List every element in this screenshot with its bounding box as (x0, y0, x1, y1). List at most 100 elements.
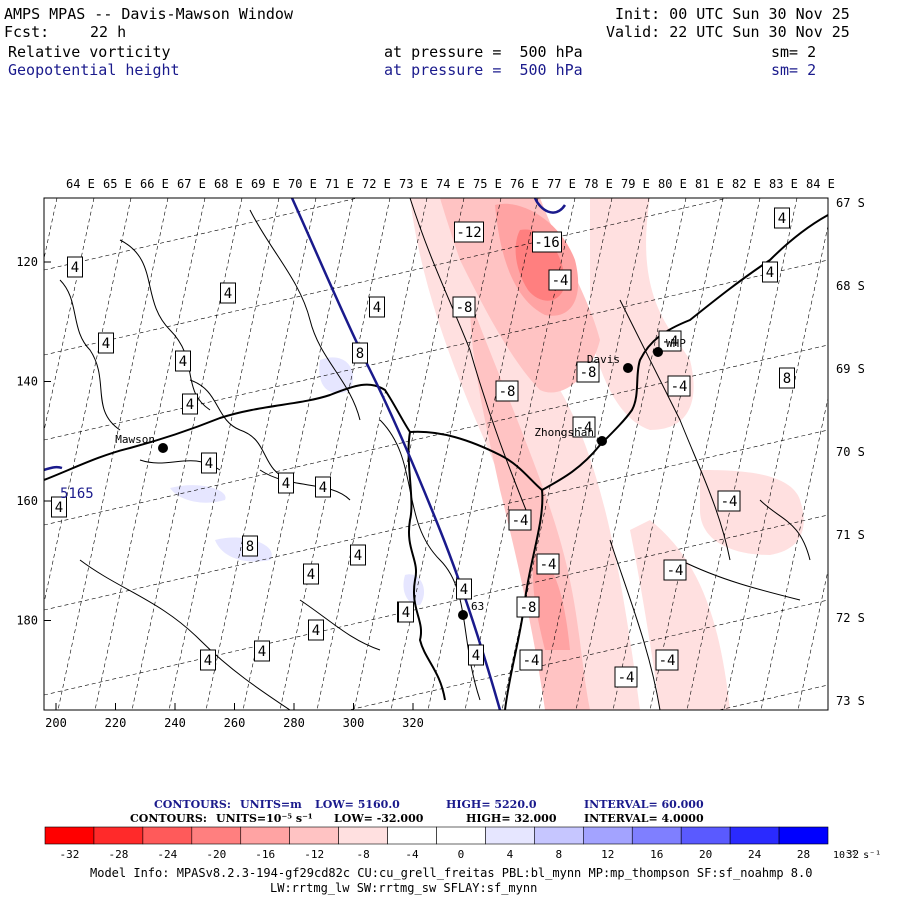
longitude-label: 77 E (547, 177, 576, 191)
colorbar-segment (778, 826, 829, 845)
colorbar-segment (240, 826, 290, 845)
vort-high: HIGH= 32.000 (466, 812, 557, 825)
negative-contour-label: -4 (523, 653, 540, 669)
colorbar-unit-label: 10⁻⁵ s⁻¹ (833, 850, 881, 861)
contour-label-box (98, 332, 114, 354)
negative-contour-label: -4 (671, 379, 688, 395)
longitude-label: 79 E (621, 177, 650, 191)
longitude-label: 65 E (103, 177, 132, 191)
longitude-label: 82 E (732, 177, 761, 191)
positive-contour-label: 4 (778, 211, 786, 227)
field2-pressure: at pressure = 500 hPa (384, 61, 583, 79)
longitude-label: 84 E (806, 177, 835, 191)
meridian-line (316, 198, 428, 710)
negative-contour-label: -4 (659, 653, 676, 669)
latitude-label: 73 S (836, 694, 865, 708)
contour-label-box (519, 649, 543, 671)
colorbar-tick-label: 4 (507, 848, 514, 861)
positive-contour-label: 8 (356, 346, 364, 362)
positive-contour-label: 8 (246, 539, 254, 555)
negative-contour-label: -4 (512, 513, 529, 529)
positive-contour-label: 4 (472, 648, 480, 664)
longitude-label: 80 E (658, 177, 687, 191)
meridian-line (649, 198, 761, 710)
positive-contour-label: 4 (55, 500, 63, 516)
station-label: 63 (471, 600, 484, 613)
contour-label-box (532, 231, 562, 253)
positive-contour-label: 4 (354, 548, 362, 564)
contour-label-box (175, 350, 191, 372)
height-high: HIGH= 5220.0 (446, 798, 537, 811)
contour-label-box (779, 367, 795, 389)
station-label: Zhongshan (534, 426, 594, 439)
longitude-label: 78 E (584, 177, 613, 191)
vort-low: LOW= -32.000 (334, 812, 424, 825)
contour-label-box (182, 393, 198, 415)
contour-label-box (576, 361, 600, 383)
vorticity-contours (59, 198, 811, 710)
colorbar-tick-label: 12 (601, 848, 614, 861)
longitude-label: 64 E (66, 177, 95, 191)
contour-label-box (220, 282, 236, 304)
station-marker (653, 347, 663, 357)
colorbar-segment (44, 826, 95, 845)
longitude-label: 75 E (473, 177, 502, 191)
contour-label-box (242, 535, 258, 557)
negative-contour-label: -4 (618, 670, 635, 686)
field1-pressure: at pressure = 500 hPa (384, 43, 583, 61)
colorbar-segment (631, 826, 682, 845)
colorbar-tick-label: 28 (797, 848, 810, 861)
contour-label-box (254, 640, 270, 662)
latitude-label: 72 S (836, 611, 865, 625)
colorbar-segment (534, 826, 584, 845)
contour-label-box (51, 496, 67, 518)
contour-label-box (508, 509, 532, 531)
contour-label-box (548, 269, 572, 291)
station-label: WHP (666, 337, 686, 350)
negative-contour-label: -8 (456, 300, 473, 316)
contour-label-box (663, 559, 687, 581)
station-marker (458, 610, 468, 620)
colorbar-segment (142, 826, 193, 845)
colorbar-tick-label: -4 (405, 848, 419, 861)
station-marker (597, 436, 607, 446)
negative-contour-label: -8 (520, 600, 537, 616)
meridian-line (612, 198, 724, 710)
meridian-line (242, 198, 354, 710)
vort-interval: INTERVAL= 4.0000 (584, 812, 704, 825)
meridian-line (0, 198, 20, 710)
meridian-line (44, 198, 132, 605)
contour-label-box (468, 644, 484, 666)
positive-contour-label: 4 (282, 476, 290, 492)
x-tick-label: 320 (402, 716, 424, 730)
positive-contour-label: 4 (179, 354, 187, 370)
positive-contour-label: 4 (319, 480, 327, 496)
contour-label-box (717, 490, 741, 512)
positive-contour-label: 4 (258, 644, 266, 660)
y-tick-label: 140 (16, 375, 38, 389)
contour-label-box (67, 256, 83, 278)
colorbar-segment (191, 826, 242, 845)
colorbar-segment (485, 826, 535, 845)
meridian-line (168, 198, 280, 710)
meridian-line (390, 198, 502, 710)
parallel-line (44, 514, 828, 696)
contour-label-box (452, 296, 476, 318)
negative-contour-label: -4 (552, 273, 569, 289)
colorbar-tick-label: -28 (108, 848, 128, 861)
positive-contour-label: 4 (205, 456, 213, 472)
latitude-label: 68 S (836, 279, 865, 293)
x-tick-label: 300 (343, 716, 365, 730)
station-label: Mawson (115, 433, 155, 446)
contour-label-box (315, 476, 331, 498)
positive-contour-label: 4 (766, 265, 774, 281)
longitude-label: 68 E (214, 177, 243, 191)
colorbar-segment (583, 826, 633, 845)
contour-label-box (278, 472, 294, 494)
positive-contour-label: 4 (307, 567, 315, 583)
colorbar-segment (93, 826, 144, 845)
longitude-label: 76 E (510, 177, 539, 191)
y-tick-label: 180 (16, 614, 38, 628)
x-tick-label: 220 (105, 716, 127, 730)
contour-label-box (667, 375, 691, 397)
